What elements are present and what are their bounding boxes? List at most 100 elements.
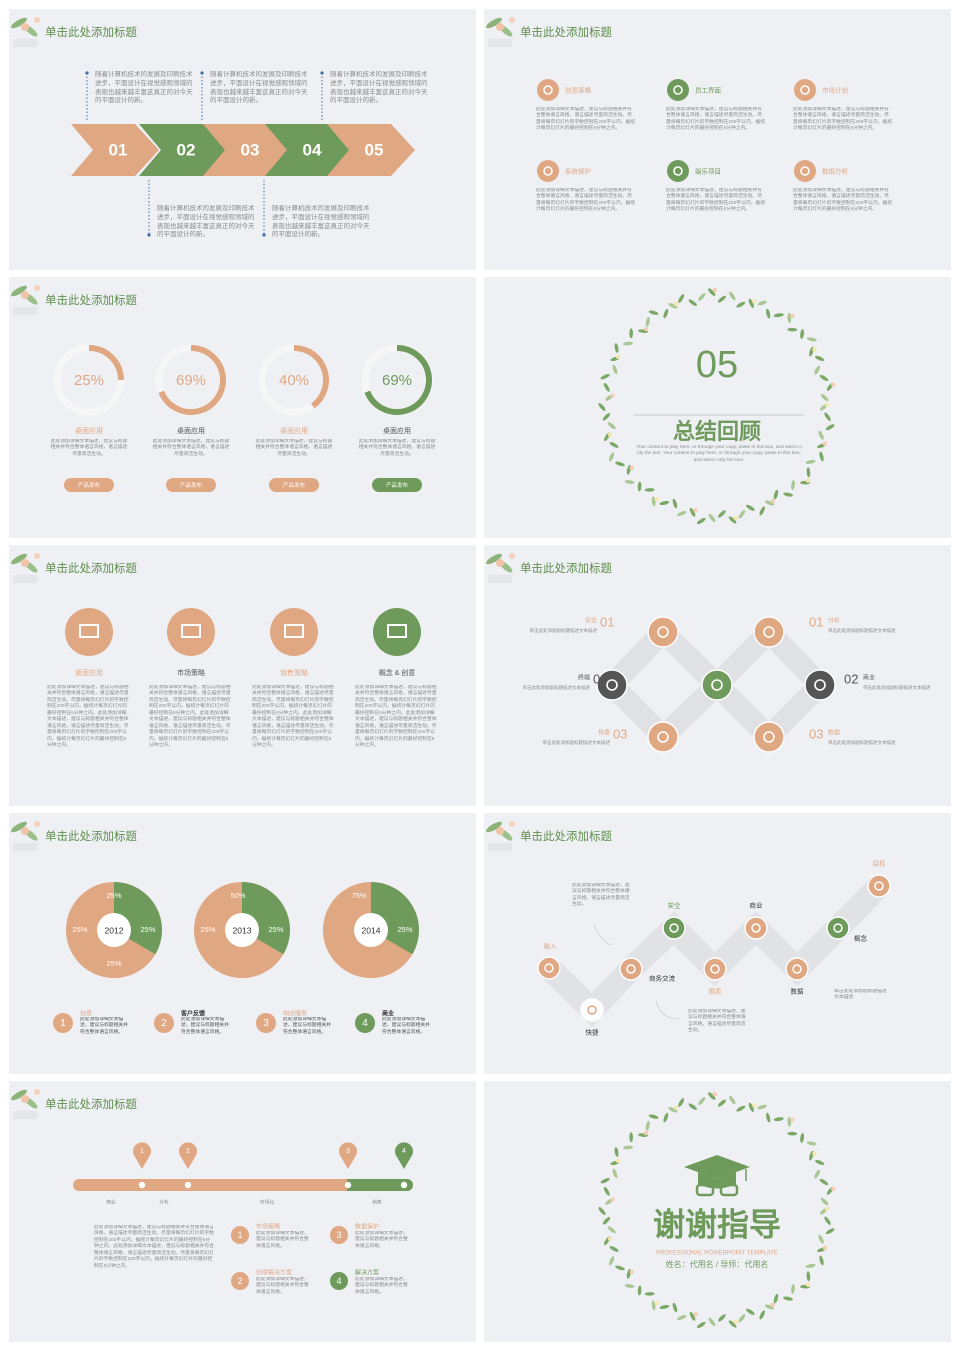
badge-number: 3 (336, 1230, 341, 1240)
wreath-bud (822, 441, 828, 446)
timeline-bar (73, 1179, 413, 1191)
wreath-leaf (717, 1099, 726, 1107)
wreath-leaf (668, 1107, 678, 1113)
icon-glyph (606, 679, 618, 691)
side-number: 02 (593, 671, 607, 686)
zigzag-node (804, 669, 836, 701)
zigzag-node (753, 616, 785, 648)
wave-node (703, 957, 727, 981)
timeline-paragraph: 此处添加详细文本描述，建议与标题相关并符合整体语言风格，语言描述尽量简洁生动。尽… (94, 1225, 214, 1269)
item-text: 此处添加详细文本描述，建议与标题相关并符合整体语言风格。 (256, 1231, 309, 1249)
blossom (509, 17, 515, 23)
number-badge (256, 1013, 276, 1033)
wreath-leaf (672, 498, 678, 509)
feature-name: 员工界面 (695, 87, 722, 95)
item-name: 销售策略 (280, 668, 308, 677)
icon-glyph (763, 731, 775, 743)
donut-label: 40% (279, 372, 309, 389)
number-badge (330, 1272, 348, 1290)
wreath-leaf (819, 451, 824, 462)
item-text: 此处添加详细文本描述，建议与标题相关并符合整体语言风格，语言描述尽量简洁生动。尽… (149, 685, 231, 749)
wreath-bud (654, 1301, 659, 1306)
slide: 单击此处添加标题 25% 桌面应用此处添加详细文本描述，建议与标题相关并符合整体语言… (9, 277, 476, 538)
pin-number: 1 (140, 1148, 144, 1155)
product-button[interactable] (166, 478, 216, 492)
badge-number: 2 (237, 1276, 242, 1286)
note-curve (593, 924, 613, 946)
side-text: 单击此处添加副标题描述文本描述 (828, 740, 896, 745)
wreath-leaf (678, 294, 685, 303)
wave-node (619, 957, 643, 981)
wreath-leaf (718, 1314, 726, 1322)
blossom (496, 23, 504, 31)
wreath-leaf (696, 1321, 706, 1329)
wreath-bud (615, 1158, 621, 1164)
item-name: 响应服务 (283, 1010, 307, 1018)
number-badge (53, 1013, 73, 1033)
feature-name: 系统保护 (565, 167, 591, 176)
item-text-box: 此处添加详细文本描述，建议与标题相关并符合整体语言风格。 (355, 1277, 408, 1295)
wreath-leaf (791, 1284, 795, 1295)
wreath-leaf (629, 1132, 633, 1143)
icon-glyph (833, 923, 843, 933)
wreath-leaf (629, 328, 633, 339)
wreath-leaf (736, 301, 746, 308)
item-text: 此处添加详细文本描述，建议与标题相关并符合整体语言风格，语言描述尽量简洁生动。 (50, 439, 128, 457)
title-shade (13, 1111, 37, 1119)
badge-number: 3 (263, 1018, 269, 1029)
badge-number: 4 (336, 1276, 341, 1286)
wreath-leaf (759, 1310, 765, 1320)
wreath-leaf (623, 1145, 633, 1150)
badge-number: 4 (362, 1018, 368, 1029)
connector-dot (200, 71, 204, 75)
wreath-leaf (818, 1234, 824, 1244)
wreath-leaf (806, 1141, 817, 1146)
slide-background (484, 277, 951, 538)
side-name: 分析 (828, 617, 840, 625)
product-button[interactable] (372, 478, 422, 492)
wreath-bud (824, 1206, 830, 1212)
number-badge (231, 1226, 249, 1244)
slide: 单击此处添加标题桌面应用此处添加详细文本描述，建议与标题相关并符合整体语言风格，… (9, 545, 476, 806)
product-button[interactable] (64, 478, 114, 492)
wreath-leaf (806, 467, 811, 478)
wreath-bud (629, 465, 635, 471)
side-name: 数据 (828, 729, 840, 737)
item-text: 此处添加详细文本描述，建议与标题相关并符合整体语言风格。 (355, 1231, 408, 1249)
slide: 单击此处添加标题 1 2 3 4 商业 分析 市场化 销售此处添加详细文本描述，建议与标题相关并… (9, 1081, 476, 1342)
blossom (496, 559, 504, 567)
wreath-bud (830, 382, 836, 388)
blossom (34, 1089, 40, 1095)
wreath-leaf (773, 1117, 784, 1122)
step-text-box: 随着计算机技术的发展及印刷技术进步，平面设计在视觉感观领域的表现也越来越丰富这真… (330, 71, 428, 104)
icon-glyph (387, 624, 407, 638)
feature-icon (270, 608, 318, 656)
wreath-bud (654, 497, 659, 502)
node-label: 快捷 (586, 1028, 600, 1037)
pie-year: 2013 (233, 925, 252, 935)
item-name: 概念 & 创意 (379, 668, 416, 677)
feature-text: 此处添加详细文本描述，建议与标题相关并符合整体语言风格，语言描述尽量简洁生动。尽… (666, 188, 766, 213)
note-curve (655, 1000, 681, 1020)
item-name: 市场策略 (256, 1223, 280, 1231)
icon-glyph (657, 731, 669, 743)
section-heading: 总结回顾 (673, 419, 761, 444)
icon-glyph (284, 624, 304, 638)
slide-title: 单击此处添加标题 (45, 1097, 137, 1111)
step-arrow (139, 124, 227, 176)
wreath-leaf (678, 1098, 685, 1107)
wreath-bud (822, 1245, 828, 1250)
note-text-box: 单击此处添加副标题描述文本描述 (834, 989, 887, 1000)
item-text: 此处添加详细文本描述，建议与标题相关并符合整体语言风格，语言描述尽量简洁生动。尽… (355, 685, 437, 749)
leaf (11, 821, 27, 833)
wreath-leaf (659, 500, 670, 506)
product-button[interactable] (269, 478, 319, 492)
item-text: 此处添加详细文本描述，建议与标题相关并符合整体语言风格。 (355, 1277, 408, 1295)
wreath-leaf (689, 1311, 696, 1321)
wreath-leaf (814, 1169, 820, 1179)
item-text: 此处添加详细文本描述，建议与标题相关并符合整体语言风格，语言描述尽量简洁生动。尽… (47, 685, 129, 749)
wreath-leaf (644, 1292, 655, 1296)
node-label: 目标 (873, 859, 887, 868)
